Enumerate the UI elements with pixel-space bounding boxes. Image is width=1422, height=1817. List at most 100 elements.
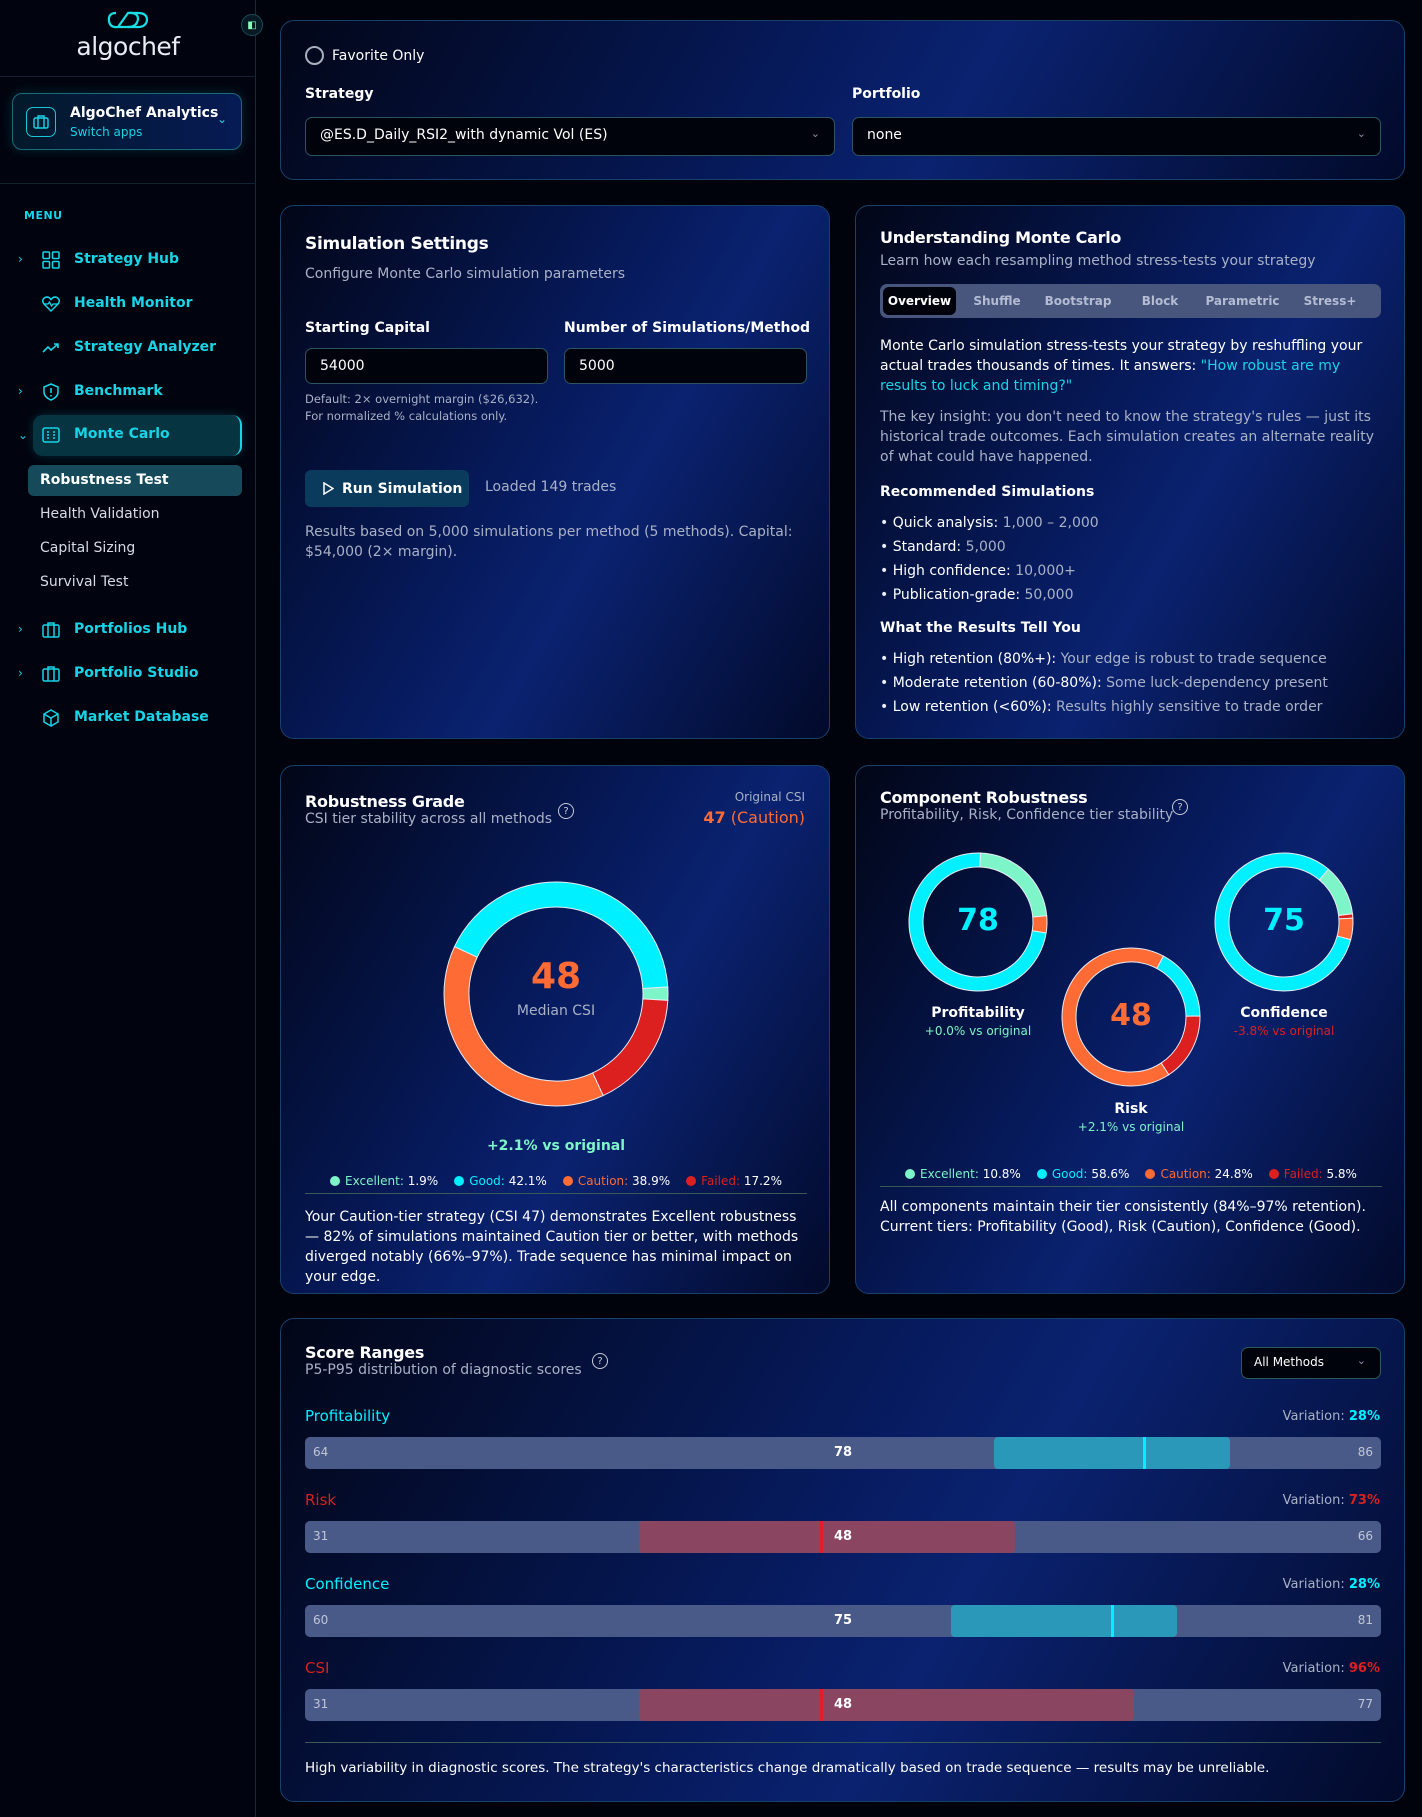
p95-label: 66 (1357, 1529, 1373, 1543)
sidebar-item-label: Market Database (74, 709, 209, 725)
tab-bootstrap[interactable]: Bootstrap (1044, 294, 1112, 308)
sidebar-item-benchmark[interactable]: › Benchmark (0, 372, 256, 412)
strategy-select[interactable]: @ES.D_Daily_RSI2_with dynamic Vol (ES) ⌄ (305, 117, 835, 156)
legend-item: Failed: 5.8% (1268, 1167, 1357, 1181)
median-marker (1111, 1605, 1114, 1637)
simulations-input[interactable]: 5000 (564, 348, 807, 384)
package-icon (43, 709, 59, 727)
legend-value: 1.9% (407, 1174, 439, 1188)
median-marker (820, 1689, 824, 1721)
subitem-robustness-test[interactable]: Robustness Test (28, 465, 242, 496)
range-track: 60 75 81 (305, 1605, 1381, 1637)
sidebar-item-label: Portfolios Hub (74, 621, 188, 637)
sidebar-item-strategy-hub[interactable]: › Strategy Hub (0, 240, 256, 280)
list-item: • High retention (80%+): Your edge is ro… (880, 651, 1327, 667)
range-track: 31 48 66 (305, 1521, 1381, 1553)
method-select[interactable]: All Methods ⌄ (1241, 1347, 1381, 1379)
row-name: Confidence (305, 1575, 390, 1593)
help-icon[interactable]: ? (1172, 799, 1188, 815)
chevron-right-icon: › (18, 666, 23, 680)
tier-legend: Excellent: 1.9% Good: 42.1% Caution: 38.9%… (281, 1174, 829, 1188)
chevron-right-icon: › (18, 252, 23, 266)
sidebar-item-market-database[interactable]: Market Database (0, 698, 256, 738)
chevron-down-icon: ⌄ (1356, 1354, 1366, 1367)
robustness-summary: Your Caution-tier strategy (CSI 47) demo… (305, 1209, 799, 1285)
capital-help-line1: Default: 2× overnight margin ($26,632). (305, 392, 539, 406)
subitem-health-validation[interactable]: Health Validation (40, 506, 160, 522)
algochef-logo[interactable]: algochef (0, 10, 256, 61)
chevron-down-icon: ⌄ (18, 428, 29, 442)
score-ranges-note: High variability in diagnostic scores. T… (305, 1760, 1270, 1776)
median-label: 48 (833, 1697, 853, 1712)
range-track: 31 48 77 (305, 1689, 1381, 1721)
original-csi-label: Original CSI (734, 790, 805, 804)
starting-capital-label: Starting Capital (305, 320, 430, 336)
sidebar-item-health-monitor[interactable]: Health Monitor (0, 284, 256, 324)
favorite-only-toggle[interactable]: Favorite Only (305, 46, 424, 65)
legend-item: Caution: 38.9% (562, 1174, 671, 1188)
run-simulation-button[interactable]: Run Simulation (305, 470, 469, 507)
collapse-sidebar-button[interactable]: ◧ (241, 14, 263, 36)
tab-shuffle[interactable]: Shuffle (973, 294, 1021, 308)
robustness-grade-card: Robustness Grade CSI tier stability acro… (280, 765, 830, 1294)
sidebar-item-portfolio-studio[interactable]: › Portfolio Studio (0, 654, 256, 694)
portfolio-select[interactable]: none ⌄ (852, 117, 1381, 156)
settings-title: Simulation Settings (305, 234, 489, 254)
tab-stress-plus[interactable]: Stress+ (1303, 294, 1357, 308)
starting-capital-input[interactable]: 54000 (305, 348, 548, 384)
chevron-right-icon: › (18, 622, 23, 636)
active-highlight (33, 415, 242, 456)
list-item: • Low retention (<60%): Results highly s… (880, 699, 1323, 715)
original-csi-value: 47 (Caution) (703, 808, 805, 827)
p5-p95-band (638, 1689, 1134, 1721)
legend-dot-icon (454, 1176, 465, 1186)
app-switcher[interactable]: AlgoChef Analytics Switch apps ⌄ (12, 93, 242, 150)
profitability-name: Profitability (931, 1005, 1025, 1021)
robustness-subtitle: CSI tier stability across all methods (305, 811, 553, 827)
recommended-list: • Quick analysis: 1,000 – 2,000 • Standa… (880, 511, 1099, 607)
legend-dot-icon (1268, 1169, 1279, 1179)
legend-dot-icon (1145, 1169, 1156, 1179)
loaded-trades-text: Loaded 149 trades (485, 479, 617, 495)
divider (0, 76, 256, 77)
tab-overview[interactable]: Overview (883, 287, 956, 315)
legend-label: Good: (469, 1174, 505, 1188)
help-icon[interactable]: ? (558, 803, 574, 819)
csi-delta: +2.1% vs original (486, 1138, 626, 1154)
sidebar-item-strategy-analyzer[interactable]: Strategy Analyzer (0, 328, 256, 368)
row-name: CSI (305, 1659, 330, 1677)
risk-delta: +2.1% vs original (1077, 1120, 1185, 1134)
sidebar-item-label: Strategy Hub (74, 251, 180, 267)
p5-label: 31 (313, 1529, 329, 1543)
median-label: 78 (833, 1445, 853, 1460)
legend-item: Caution: 24.8% (1145, 1167, 1253, 1181)
intro-text: Monte Carlo simulation stress-tests your… (880, 338, 1363, 374)
list-item: • Standard: 5,000 (880, 539, 1006, 555)
confidence-value: 75 (1263, 903, 1305, 938)
help-icon[interactable]: ? (592, 1353, 608, 1369)
sidebar-item-label: Strategy Analyzer (74, 339, 217, 355)
subitem-survival-test[interactable]: Survival Test (40, 574, 129, 590)
strategy-value: @ES.D_Daily_RSI2_with dynamic Vol (ES) (320, 127, 608, 143)
sidebar-item-portfolios-hub[interactable]: › Portfolios Hub (0, 610, 256, 650)
filter-card: Favorite Only Strategy @ES.D_Daily_RSI2_… (280, 20, 1405, 180)
legend-value: 38.9% (632, 1174, 671, 1188)
legend-label: Excellent: (345, 1174, 404, 1188)
row-variation: Variation: 96% (1282, 1661, 1380, 1676)
simulations-label: Number of Simulations/Method (564, 320, 811, 336)
tab-block[interactable]: Block (1141, 294, 1179, 308)
method-select-value: All Methods (1254, 1355, 1324, 1369)
chevron-right-icon: › (18, 384, 23, 398)
component-title: Component Robustness (880, 788, 1088, 807)
chevron-down-icon: ⌄ (810, 127, 820, 140)
briefcase-icon (42, 666, 60, 682)
sidebar: algochef ◧ AlgoChef Analytics Switch app… (0, 0, 263, 1817)
sidebar-item-monte-carlo[interactable]: ⌄ Monte Carlo (0, 415, 256, 456)
tab-parametric[interactable]: Parametric (1205, 294, 1280, 308)
subitem-capital-sizing[interactable]: Capital Sizing (40, 540, 136, 556)
legend-item: Excellent: 10.8% (905, 1167, 1021, 1181)
sidebar-item-label: Benchmark (74, 383, 163, 399)
briefcase-icon (42, 622, 60, 638)
legend-value: 17.2% (743, 1174, 782, 1188)
portfolio-label: Portfolio (852, 86, 921, 102)
